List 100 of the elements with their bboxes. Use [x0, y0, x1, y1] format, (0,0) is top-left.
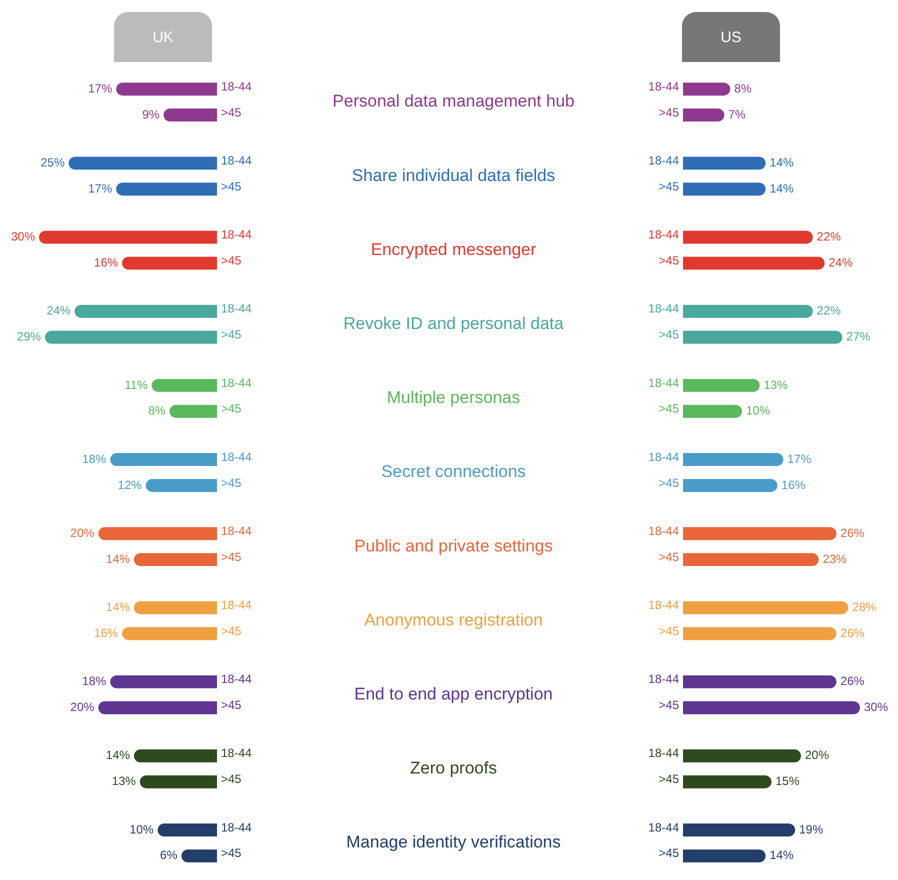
- data-label: 19%: [799, 822, 824, 836]
- text: 18-44: [648, 376, 679, 390]
- data-label: 10%: [130, 822, 154, 836]
- text: 18-44: [648, 672, 679, 686]
- text: >45: [221, 254, 242, 268]
- data-label: 17%: [88, 181, 112, 196]
- text: >45: [221, 402, 242, 416]
- text: >45: [658, 550, 679, 564]
- text: >45: [221, 476, 242, 490]
- text: >45: [221, 846, 242, 860]
- text: 18-44: [221, 228, 252, 242]
- data-label: 30%: [864, 700, 888, 714]
- y-tick-label: Encrypted messenger: [370, 240, 537, 259]
- data-label: 13%: [112, 774, 136, 788]
- y-tick-label: Multiple personas: [386, 388, 520, 408]
- data-label: 16%: [781, 478, 806, 492]
- text: 18-44: [221, 524, 252, 538]
- y-tick-label: Anonymous registration: [364, 610, 543, 630]
- text: >45: [658, 328, 679, 342]
- chart-title: US: [682, 12, 780, 62]
- y-tick-label: Zero proofs: [410, 758, 497, 778]
- text: >45: [221, 328, 242, 342]
- text: 18-44: [648, 228, 679, 242]
- text: >45: [221, 550, 242, 564]
- data-label: 15%: [776, 774, 800, 788]
- data-label: 26%: [840, 626, 865, 640]
- data-label: 14%: [106, 748, 130, 762]
- data-label: 23%: [822, 552, 848, 566]
- text: >45: [658, 772, 679, 786]
- text: 18-44: [221, 820, 252, 834]
- data-label: 27%: [846, 330, 871, 344]
- data-label: 26%: [840, 526, 865, 540]
- y-tick-label: Share individual data fields: [352, 166, 556, 185]
- data-label: 25%: [40, 155, 65, 170]
- data-label: 14%: [770, 155, 794, 170]
- data-label: 16%: [94, 626, 118, 640]
- data-label: 29%: [16, 330, 42, 344]
- data-label: 14%: [770, 848, 794, 862]
- data-label: 13%: [764, 378, 788, 392]
- text: 18-44: [221, 376, 252, 390]
- text: >45: [221, 179, 242, 194]
- data-label: 20%: [70, 700, 95, 714]
- data-label: 9%: [142, 107, 160, 122]
- data-label: 14%: [106, 600, 130, 614]
- data-label: 12%: [118, 478, 142, 492]
- data-label: 24%: [828, 256, 853, 270]
- text: 18-44: [221, 450, 252, 464]
- data-label: 18%: [82, 674, 107, 688]
- data-label: 17%: [88, 81, 112, 96]
- data-label: 22%: [816, 304, 842, 318]
- data-label: 6%: [160, 848, 178, 862]
- y-tick-label: End to end app encryption: [354, 684, 553, 704]
- text: 18-44: [648, 820, 679, 834]
- chart-title: UK: [114, 12, 212, 62]
- text: 18-44: [221, 153, 252, 168]
- text: >45: [658, 179, 679, 194]
- series-label: >45: [658, 105, 680, 120]
- text: >45: [221, 624, 242, 638]
- data-label: 26%: [840, 674, 865, 688]
- y-tick-label: Personal data management hub: [332, 92, 574, 111]
- series-label: >45: [221, 105, 242, 120]
- data-label: 8%: [148, 404, 166, 418]
- y-tick-label: Manage identity verifications: [346, 832, 561, 852]
- data-label: 28%: [852, 600, 877, 614]
- text: 18-44: [221, 672, 252, 686]
- data-label: 20%: [805, 748, 830, 762]
- text: >45: [221, 698, 242, 712]
- text: >45: [221, 772, 242, 786]
- text: 18-44: [648, 153, 679, 168]
- data-label: 10%: [746, 404, 770, 418]
- text: 18-44: [221, 598, 252, 612]
- text: 18-44: [648, 524, 679, 538]
- data-label: 7%: [728, 107, 746, 122]
- data-label: 24%: [46, 304, 71, 318]
- text: >45: [658, 254, 679, 268]
- text: 18-44: [648, 302, 679, 316]
- data-label: 30%: [10, 230, 36, 244]
- text: 18-44: [648, 598, 679, 612]
- data-label: 14%: [770, 181, 794, 196]
- data-label: 14%: [106, 552, 130, 566]
- text: 18-44: [221, 746, 252, 760]
- data-label: 8%: [734, 81, 752, 96]
- data-label: 20%: [70, 526, 95, 540]
- text: >45: [658, 476, 679, 490]
- data-label: 17%: [787, 452, 812, 466]
- text: >45: [658, 402, 679, 416]
- y-tick-label: Secret connections: [381, 462, 526, 482]
- data-label: 22%: [816, 230, 842, 244]
- y-tick-label: Revoke ID and personal data: [343, 314, 564, 334]
- text: 18-44: [648, 746, 679, 760]
- text: >45: [658, 846, 679, 860]
- text: 18-44: [648, 450, 679, 464]
- data-label: 11%: [124, 378, 148, 392]
- text: >45: [658, 624, 679, 638]
- y-tick-label: Public and private settings: [354, 536, 553, 556]
- text: 18-44: [221, 302, 252, 316]
- data-label: 16%: [94, 256, 118, 270]
- series-label: 18-44: [648, 79, 680, 94]
- series-label: 18-44: [221, 79, 252, 94]
- data-label: 18%: [82, 452, 107, 466]
